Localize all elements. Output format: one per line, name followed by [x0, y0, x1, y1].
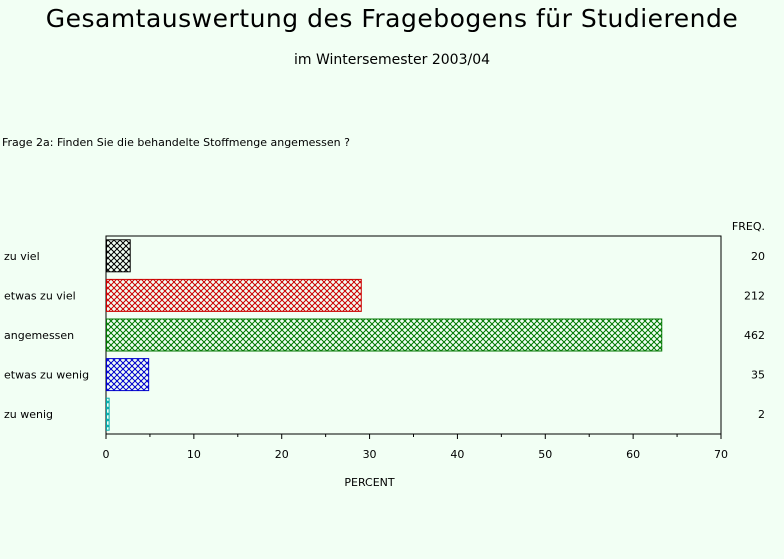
freq-value: 212: [744, 289, 765, 302]
bar: [106, 278, 362, 312]
freq-value: 20: [751, 250, 765, 263]
question-text: Frage 2a: Finden Sie die behandelte Stof…: [2, 136, 350, 149]
freq-value: 35: [751, 369, 765, 382]
bar: [106, 318, 663, 352]
x-tick-label: 50: [538, 448, 552, 461]
freq-header: FREQ.: [732, 220, 765, 233]
page-subtitle: im Wintersemester 2003/04: [293, 52, 491, 68]
x-tick-label: 0: [103, 448, 110, 461]
x-tick-label: 20: [275, 448, 289, 461]
x-tick-label: 10: [187, 448, 201, 461]
category-label: zu wenig: [4, 408, 53, 421]
x-tick-label: 60: [626, 448, 640, 461]
category-label: etwas zu viel: [4, 289, 76, 302]
x-tick-label: 30: [363, 448, 377, 461]
bar: [106, 397, 110, 431]
freq-value: 462: [744, 329, 765, 342]
category-label: zu viel: [4, 250, 40, 263]
bar: [106, 239, 131, 273]
x-tick-label: 70: [714, 448, 728, 461]
page-title: Gesamtauswertung des Fragebogens für Stu…: [45, 4, 739, 33]
category-label: etwas zu wenig: [4, 369, 89, 382]
x-tick-label: 40: [450, 448, 464, 461]
x-axis-label: PERCENT: [344, 476, 395, 489]
category-label: angemessen: [4, 329, 74, 342]
freq-value: 2: [758, 408, 765, 421]
bar: [106, 358, 150, 392]
